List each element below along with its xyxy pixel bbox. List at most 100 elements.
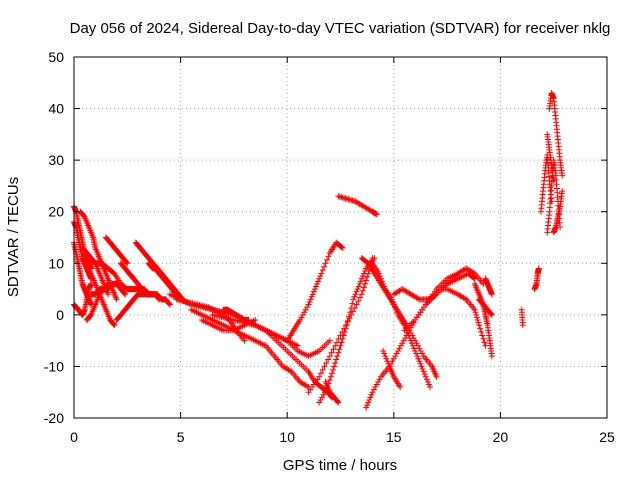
data-point (166, 300, 173, 307)
data-point (519, 322, 526, 329)
data-point (80, 213, 87, 220)
data-point (370, 386, 377, 393)
data-point (334, 353, 341, 360)
data-point (479, 332, 486, 339)
data-point (376, 376, 383, 383)
data-point (85, 264, 92, 271)
series-arc-27 (284, 239, 346, 344)
series-arc-39 (433, 286, 489, 349)
data-point (124, 260, 131, 267)
data-point (364, 402, 371, 409)
data-point (358, 291, 365, 298)
data-point (401, 322, 408, 329)
data-point (316, 275, 323, 282)
data-point (418, 363, 425, 370)
data-point (353, 301, 360, 308)
data-point (334, 398, 341, 405)
data-point (359, 287, 366, 294)
data-point (323, 359, 330, 366)
grid-lines (74, 57, 607, 418)
data-point (488, 353, 495, 360)
data-point (488, 310, 495, 317)
data-point (355, 298, 362, 305)
data-point (412, 347, 419, 354)
data-point (391, 304, 398, 311)
series-arc-47 (546, 90, 566, 179)
data-point (344, 317, 351, 324)
data-point (385, 360, 392, 367)
data-point (339, 244, 346, 251)
data-point (360, 270, 367, 277)
data-point (380, 280, 387, 287)
data-point (319, 366, 326, 373)
data-point (378, 275, 385, 282)
data-point (364, 274, 371, 281)
data-point (427, 384, 434, 391)
data-point (424, 378, 431, 385)
data-point (299, 311, 306, 318)
data-point (342, 325, 349, 332)
data-point (330, 346, 337, 353)
y-tick-label: 10 (48, 255, 64, 271)
data-point (405, 329, 412, 336)
data-point (373, 381, 380, 388)
y-tick-label: -10 (44, 358, 64, 374)
data-point (350, 296, 357, 303)
data-point (403, 332, 410, 339)
data-point (325, 253, 332, 260)
data-point (335, 399, 342, 406)
series-arc-43 (518, 306, 526, 329)
data-point (423, 376, 430, 383)
data-point (317, 273, 324, 280)
data-point (326, 337, 333, 344)
data-point (241, 337, 248, 344)
data-point (407, 324, 414, 331)
data-point (337, 342, 344, 349)
series-arc-06 (81, 260, 118, 329)
data-point (323, 256, 330, 263)
data-point (332, 359, 339, 366)
data-point (368, 391, 375, 398)
data-point (349, 300, 356, 307)
data-point (318, 270, 325, 277)
data-point (396, 345, 403, 352)
data-point (419, 366, 426, 373)
series-arc-05 (77, 208, 120, 303)
data-point (314, 280, 321, 287)
data-point (559, 188, 566, 195)
y-axis-title: SDTVAR / TECUs (5, 177, 22, 297)
data-point (472, 309, 479, 316)
data-point (488, 291, 495, 298)
data-point (362, 280, 369, 287)
data-point (372, 384, 379, 391)
data-point (559, 172, 566, 179)
data-point (362, 268, 369, 275)
data-point (471, 306, 478, 313)
data-point (296, 317, 303, 324)
data-point (294, 342, 301, 349)
data-point (473, 311, 480, 318)
data-point (360, 284, 367, 291)
y-tick-label: 30 (48, 152, 64, 168)
data-point (402, 335, 409, 342)
data-point (383, 355, 390, 362)
data-point (302, 306, 309, 313)
series-arc-48 (550, 188, 566, 236)
axis-ticks (73, 56, 608, 419)
series-arc-35 (380, 347, 404, 391)
data-point (312, 283, 319, 290)
data-point (316, 399, 323, 406)
data-point (380, 347, 387, 354)
y-tick-label: 0 (56, 307, 64, 323)
data-point (166, 301, 173, 308)
data-point (339, 335, 346, 342)
data-point (390, 301, 397, 308)
data-point (252, 317, 259, 324)
series-arc-04 (71, 280, 95, 318)
data-point (122, 291, 129, 298)
data-point (369, 389, 376, 396)
data-point (309, 291, 316, 298)
data-point (325, 356, 332, 363)
data-point (390, 355, 397, 362)
